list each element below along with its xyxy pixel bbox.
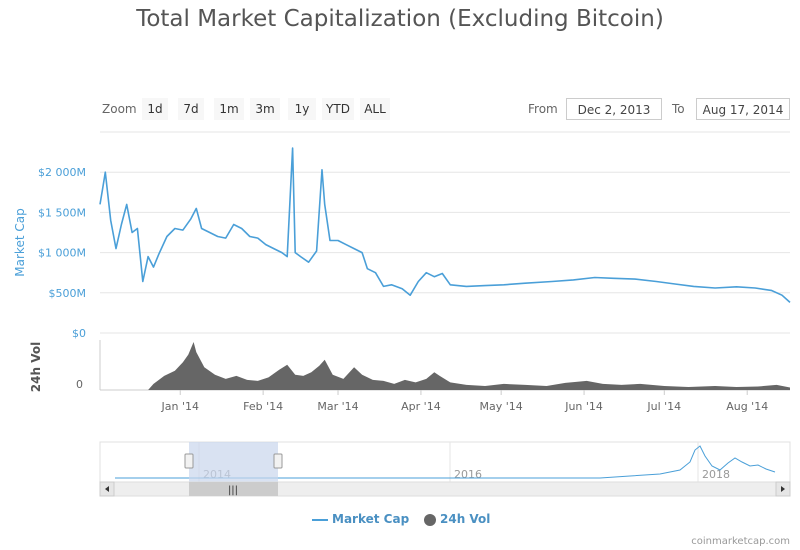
zoom-all-button[interactable]: ALL (360, 98, 390, 120)
volume-area (100, 342, 790, 390)
zoom-1y-button[interactable]: 1y (288, 98, 316, 120)
legend-market-cap[interactable]: Market Cap (312, 512, 409, 526)
legend-dot-icon (424, 513, 436, 526)
credits-link[interactable]: coinmarketcap.com (691, 536, 790, 547)
chart-title: Total Market Capitalization (Excluding B… (136, 6, 664, 32)
x-tick-label: Aug '14 (726, 400, 768, 413)
zoom-1m-button[interactable]: 1m (214, 98, 244, 120)
x-tick-label: Jan '14 (160, 400, 198, 413)
volume-axis-title: 24h Vol (29, 342, 43, 392)
zoom-ytd-button[interactable]: YTD (322, 98, 354, 120)
grid-lines (99, 131, 790, 395)
legend-line-icon (312, 518, 328, 521)
zoom-7d-button[interactable]: 7d (178, 98, 204, 120)
x-tick-label: Mar '14 (317, 400, 358, 413)
y-tick-label: $1 000M (38, 247, 86, 260)
navigator-tick-label: 2018 (702, 468, 730, 481)
zoom-3m-button[interactable]: 3m (250, 98, 280, 120)
to-label: To (672, 102, 685, 116)
scrollbar-grip-icon: ||| (228, 485, 238, 496)
navigator: 201420162018||| (99, 441, 791, 497)
arrow-left-icon (105, 486, 109, 492)
x-tick-label: Jul '14 (646, 400, 681, 413)
y-tick-label: $2 000M (38, 166, 86, 179)
legend-24h-vol[interactable]: 24h Vol (424, 512, 490, 526)
zoom-1d-button[interactable]: 1d (142, 98, 168, 120)
y-tick-label: $500M (49, 287, 87, 300)
y-axis-title: Market Cap (13, 208, 27, 276)
navigator-series (115, 445, 776, 479)
y-tick-label: $1 500M (38, 206, 86, 219)
y-tick-label: $0 (72, 327, 86, 340)
zoom-label: Zoom (102, 102, 137, 116)
axis-labels: $2 000M $1 500M $1 000M $500M $0 Market Cap 24… (13, 166, 768, 413)
to-date-input[interactable]: Aug 17, 2014 (696, 98, 790, 120)
x-tick-label: Apr '14 (401, 400, 441, 413)
from-label: From (528, 102, 558, 116)
x-tick-label: May '14 (480, 400, 523, 413)
from-date-input[interactable]: Dec 2, 2013 (566, 98, 662, 120)
volume-series (100, 342, 790, 390)
navigator-tick-label: 2016 (454, 468, 482, 481)
x-tick-label: Jun '14 (564, 400, 603, 413)
navigator-right-handle[interactable] (273, 453, 283, 469)
legend-market-cap-label: Market Cap (332, 512, 410, 526)
navigator-left-handle[interactable] (184, 453, 194, 469)
x-tick-label: Feb '14 (243, 400, 283, 413)
market-cap-series (99, 147, 791, 303)
arrow-right-icon (781, 486, 785, 492)
legend-24h-vol-label: 24h Vol (440, 512, 491, 526)
scrollbar-thumb[interactable] (189, 482, 278, 496)
market-cap-line (99, 147, 791, 303)
volume-tick-label: 0 (76, 378, 83, 391)
